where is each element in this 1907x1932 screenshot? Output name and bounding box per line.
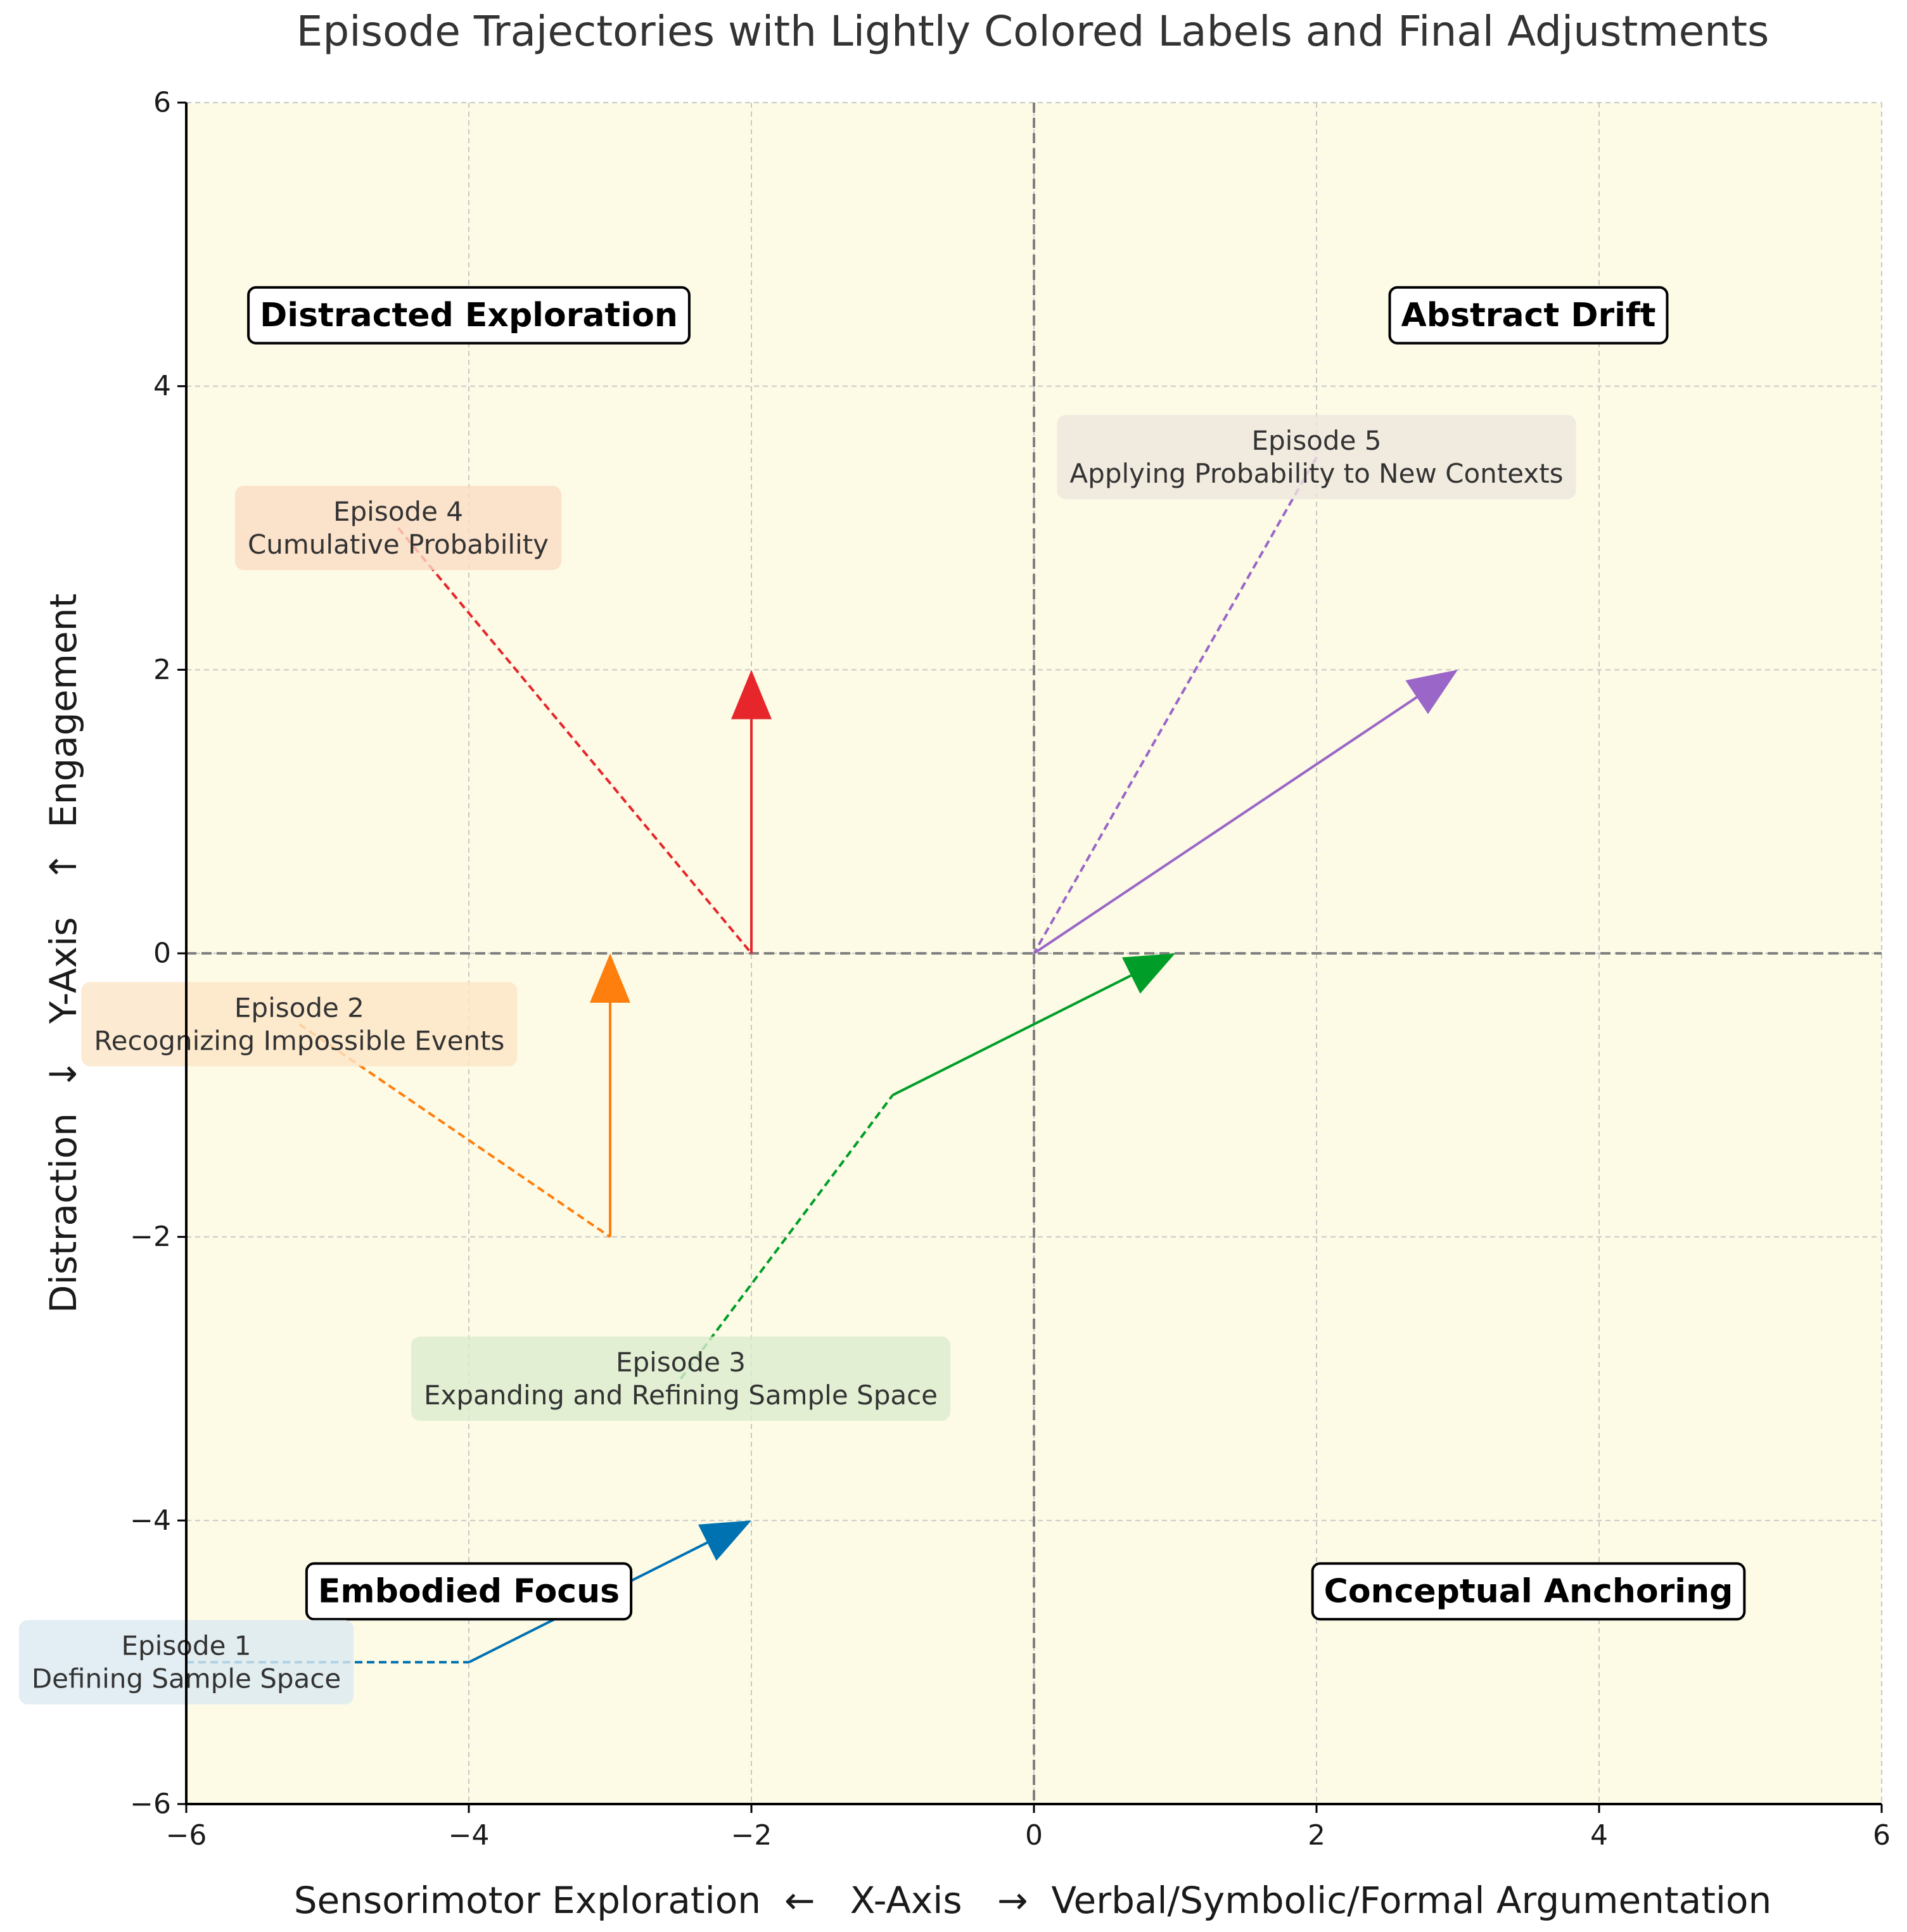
quadrant-label-text: Distracted Exploration (260, 296, 678, 334)
series-layer (186, 456, 1458, 1664)
quadrant-label: Conceptual Anchoring (1311, 1562, 1746, 1621)
episode-dashed-line (397, 527, 753, 955)
episode-arrowhead (590, 953, 630, 1003)
episode-label-name: Episode 2 (234, 992, 364, 1023)
quadrant-label: Embodied Focus (305, 1562, 633, 1621)
episode-label-box (81, 982, 518, 1067)
episode-label-name: Episode 5 (1251, 425, 1381, 456)
episode-label-description: Cumulative Probability (248, 529, 549, 560)
episode-arrowhead (698, 1520, 751, 1561)
ticks: −6 −4 −2 0 2 4 6 −6 −4 −2 0 2 4 6 (130, 87, 1891, 1852)
episode-label-name: Episode 4 (333, 496, 463, 527)
x-tick-label: 0 (1025, 1819, 1043, 1852)
quadrant-label: Abstract Drift (1388, 286, 1669, 345)
quadrant-label: Distracted Exploration (247, 286, 691, 345)
quadrant-label-box (1388, 286, 1669, 345)
episode-label-description: Applying Probability to New Contexts (1069, 458, 1563, 489)
quadrant-label-text: Abstract Drift (1401, 296, 1656, 334)
y-axis-label: Distraction ↓ Y-Axis ↑ Engagement (42, 594, 85, 1313)
episode-label-name: Episode 3 (616, 1347, 746, 1378)
zero-lines (186, 103, 1882, 1804)
episode-arrowhead (1121, 953, 1175, 994)
x-tick-label: 6 (1873, 1819, 1891, 1852)
episode-label-description: Expanding and Refining Sample Space (424, 1380, 938, 1411)
quadrant-label-text: Embodied Focus (318, 1572, 620, 1610)
y-tick-label: −4 (130, 1504, 171, 1537)
x-axis-label: Sensorimotor Exploration ← X-Axis → Verb… (294, 1879, 1772, 1922)
episode-arrowhead (1405, 670, 1458, 715)
y-tick-label: −6 (130, 1788, 171, 1821)
episode-label-box (234, 486, 562, 570)
episode-dashed-line (1033, 456, 1318, 954)
x-tick-label: −4 (449, 1819, 490, 1852)
y-tick-label: 6 (153, 87, 171, 119)
episode-arrowhead (731, 670, 772, 720)
episode-arrow-line (1033, 696, 1418, 955)
quadrant-label-text: Conceptual Anchoring (1324, 1572, 1733, 1610)
y-tick-label: 0 (153, 937, 171, 970)
y-tick-label: 4 (153, 370, 171, 402)
y-tick-label: 2 (153, 654, 171, 686)
quadrant-label-box (1311, 1562, 1746, 1621)
chart-title: Episode Trajectories with Lightly Colore… (297, 7, 1770, 56)
x-tick-label: −6 (166, 1819, 207, 1852)
quadrant-label-box (305, 1562, 633, 1621)
y-tick-label: −2 (130, 1221, 171, 1253)
x-tick-label: 2 (1308, 1819, 1325, 1852)
quadrant-labels: Distracted Exploration Abstract Drift Embo… (247, 286, 1746, 1621)
episode-dashed-line (679, 1094, 894, 1380)
x-tick-label: 4 (1590, 1819, 1608, 1852)
episode-label-description: Recognizing Impossible Events (94, 1025, 504, 1056)
x-tick-label: −2 (731, 1819, 772, 1852)
episode-arrow-line (892, 974, 1132, 1096)
quadrant-label-box (247, 286, 691, 345)
episode-label-box (1057, 415, 1576, 500)
episode-label-box (411, 1337, 951, 1421)
